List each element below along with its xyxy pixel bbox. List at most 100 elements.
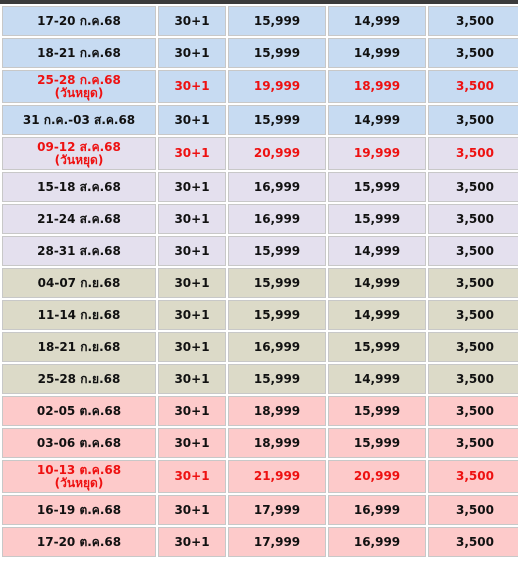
table-row: 25-28 ก.ย.68 30+1 15,999 14,999 3,500 <box>2 364 518 394</box>
price-cell: 15,999 <box>228 300 326 330</box>
table-row: 17-20 ก.ค.68 30+1 15,999 14,999 3,500 <box>2 6 518 36</box>
price-cell: 15,999 <box>228 38 326 68</box>
travel-date-cell: 25-28 ก.ค.68 (วันหยุด) <box>2 70 156 103</box>
seats-cell: 30+1 <box>158 236 226 266</box>
seats-cell: 30+1 <box>158 172 226 202</box>
travel-date-cell: 15-18 ส.ค.68 <box>2 172 156 202</box>
price-cell: 3,500 <box>428 70 518 103</box>
travel-date-cell: 02-05 ต.ค.68 <box>2 396 156 426</box>
price-cell: 14,999 <box>328 105 426 135</box>
travel-date: 15-18 ส.ค.68 <box>37 179 121 194</box>
travel-date-cell: 21-24 ส.ค.68 <box>2 204 156 234</box>
price-cell: 3,500 <box>428 172 518 202</box>
travel-date-cell: 25-28 ก.ย.68 <box>2 364 156 394</box>
travel-date-cell: 09-12 ส.ค.68 (วันหยุด) <box>2 137 156 170</box>
travel-date: 04-07 ก.ย.68 <box>37 275 121 290</box>
travel-date-cell: 17-20 ก.ค.68 <box>2 6 156 36</box>
seats-cell: 30+1 <box>158 527 226 557</box>
holiday-note: (วันหยุด) <box>54 152 104 167</box>
table-row: 17-20 ต.ค.68 30+1 17,999 16,999 3,500 <box>2 527 518 557</box>
seats-cell: 30+1 <box>158 300 226 330</box>
price-cell: 15,999 <box>328 396 426 426</box>
table-row: 10-13 ต.ค.68 (วันหยุด) 30+1 21,999 20,999 3,5… <box>2 460 518 493</box>
seats-cell: 30+1 <box>158 6 226 36</box>
seats-cell: 30+1 <box>158 332 226 362</box>
table-row: 04-07 ก.ย.68 30+1 15,999 14,999 3,500 <box>2 268 518 298</box>
seats-cell: 30+1 <box>158 105 226 135</box>
travel-date: 09-12 ส.ค.68 <box>37 139 121 154</box>
table-row: 28-31 ส.ค.68 30+1 15,999 14,999 3,500 <box>2 236 518 266</box>
price-cell: 3,500 <box>428 6 518 36</box>
table-row: 25-28 ก.ค.68 (วันหยุด) 30+1 19,999 18,999 3,5… <box>2 70 518 103</box>
travel-date-cell: 16-19 ต.ค.68 <box>2 495 156 525</box>
travel-date-cell: 03-06 ต.ค.68 <box>2 428 156 458</box>
price-cell: 3,500 <box>428 428 518 458</box>
travel-date-cell: 31 ก.ค.-03 ส.ค.68 <box>2 105 156 135</box>
price-cell: 15,999 <box>228 236 326 266</box>
price-cell: 3,500 <box>428 396 518 426</box>
travel-date: 17-20 ต.ค.68 <box>36 534 122 549</box>
tour-price-table: 17-20 ก.ค.68 30+1 15,999 14,999 3,500 18-21 ก… <box>0 4 518 559</box>
travel-date: 10-13 ต.ค.68 <box>36 462 122 477</box>
table-row: 18-21 ก.ย.68 30+1 16,999 15,999 3,500 <box>2 332 518 362</box>
seats-cell: 30+1 <box>158 70 226 103</box>
travel-date: 11-14 ก.ย.68 <box>37 307 121 322</box>
price-cell: 3,500 <box>428 137 518 170</box>
price-cell: 15,999 <box>328 428 426 458</box>
table-row: 03-06 ต.ค.68 30+1 18,999 15,999 3,500 <box>2 428 518 458</box>
price-cell: 14,999 <box>328 236 426 266</box>
price-cell: 20,999 <box>228 137 326 170</box>
price-cell: 15,999 <box>228 105 326 135</box>
price-cell: 14,999 <box>328 268 426 298</box>
price-cell: 20,999 <box>328 460 426 493</box>
table-row: 09-12 ส.ค.68 (วันหยุด) 30+1 20,999 19,999 3,5… <box>2 137 518 170</box>
price-cell: 14,999 <box>328 300 426 330</box>
price-cell: 3,500 <box>428 495 518 525</box>
travel-date: 03-06 ต.ค.68 <box>36 435 122 450</box>
price-cell: 3,500 <box>428 364 518 394</box>
price-cell: 3,500 <box>428 460 518 493</box>
seats-cell: 30+1 <box>158 38 226 68</box>
table-row: 21-24 ส.ค.68 30+1 16,999 15,999 3,500 <box>2 204 518 234</box>
travel-date: 21-24 ส.ค.68 <box>37 211 121 226</box>
seats-cell: 30+1 <box>158 364 226 394</box>
price-cell: 19,999 <box>328 137 426 170</box>
price-cell: 18,999 <box>228 396 326 426</box>
seats-cell: 30+1 <box>158 460 226 493</box>
price-cell: 15,999 <box>328 332 426 362</box>
price-cell: 19,999 <box>228 70 326 103</box>
travel-date: 18-21 ก.ค.68 <box>37 45 121 60</box>
price-cell: 15,999 <box>228 6 326 36</box>
table-body: 17-20 ก.ค.68 30+1 15,999 14,999 3,500 18-21 ก… <box>2 6 518 557</box>
travel-date: 18-21 ก.ย.68 <box>37 339 121 354</box>
price-cell: 14,999 <box>328 364 426 394</box>
price-cell: 18,999 <box>228 428 326 458</box>
table-row: 16-19 ต.ค.68 30+1 17,999 16,999 3,500 <box>2 495 518 525</box>
travel-date-cell: 17-20 ต.ค.68 <box>2 527 156 557</box>
table-row: 31 ก.ค.-03 ส.ค.68 30+1 15,999 14,999 3,500 <box>2 105 518 135</box>
seats-cell: 30+1 <box>158 396 226 426</box>
price-cell: 15,999 <box>228 364 326 394</box>
table-row: 15-18 ส.ค.68 30+1 16,999 15,999 3,500 <box>2 172 518 202</box>
seats-cell: 30+1 <box>158 428 226 458</box>
price-cell: 3,500 <box>428 300 518 330</box>
price-cell: 3,500 <box>428 268 518 298</box>
table-row: 02-05 ต.ค.68 30+1 18,999 15,999 3,500 <box>2 396 518 426</box>
price-cell: 16,999 <box>228 332 326 362</box>
travel-date: 16-19 ต.ค.68 <box>36 502 122 517</box>
price-cell: 18,999 <box>328 70 426 103</box>
price-cell: 15,999 <box>328 204 426 234</box>
price-cell: 16,999 <box>228 172 326 202</box>
travel-date-cell: 10-13 ต.ค.68 (วันหยุด) <box>2 460 156 493</box>
price-cell: 3,500 <box>428 236 518 266</box>
price-cell: 15,999 <box>228 268 326 298</box>
table-row: 11-14 ก.ย.68 30+1 15,999 14,999 3,500 <box>2 300 518 330</box>
price-cell: 16,999 <box>328 495 426 525</box>
price-cell: 16,999 <box>328 527 426 557</box>
top-border-bar <box>0 0 518 4</box>
price-cell: 14,999 <box>328 6 426 36</box>
price-cell: 15,999 <box>328 172 426 202</box>
price-cell: 3,500 <box>428 527 518 557</box>
travel-date: 17-20 ก.ค.68 <box>37 13 121 28</box>
